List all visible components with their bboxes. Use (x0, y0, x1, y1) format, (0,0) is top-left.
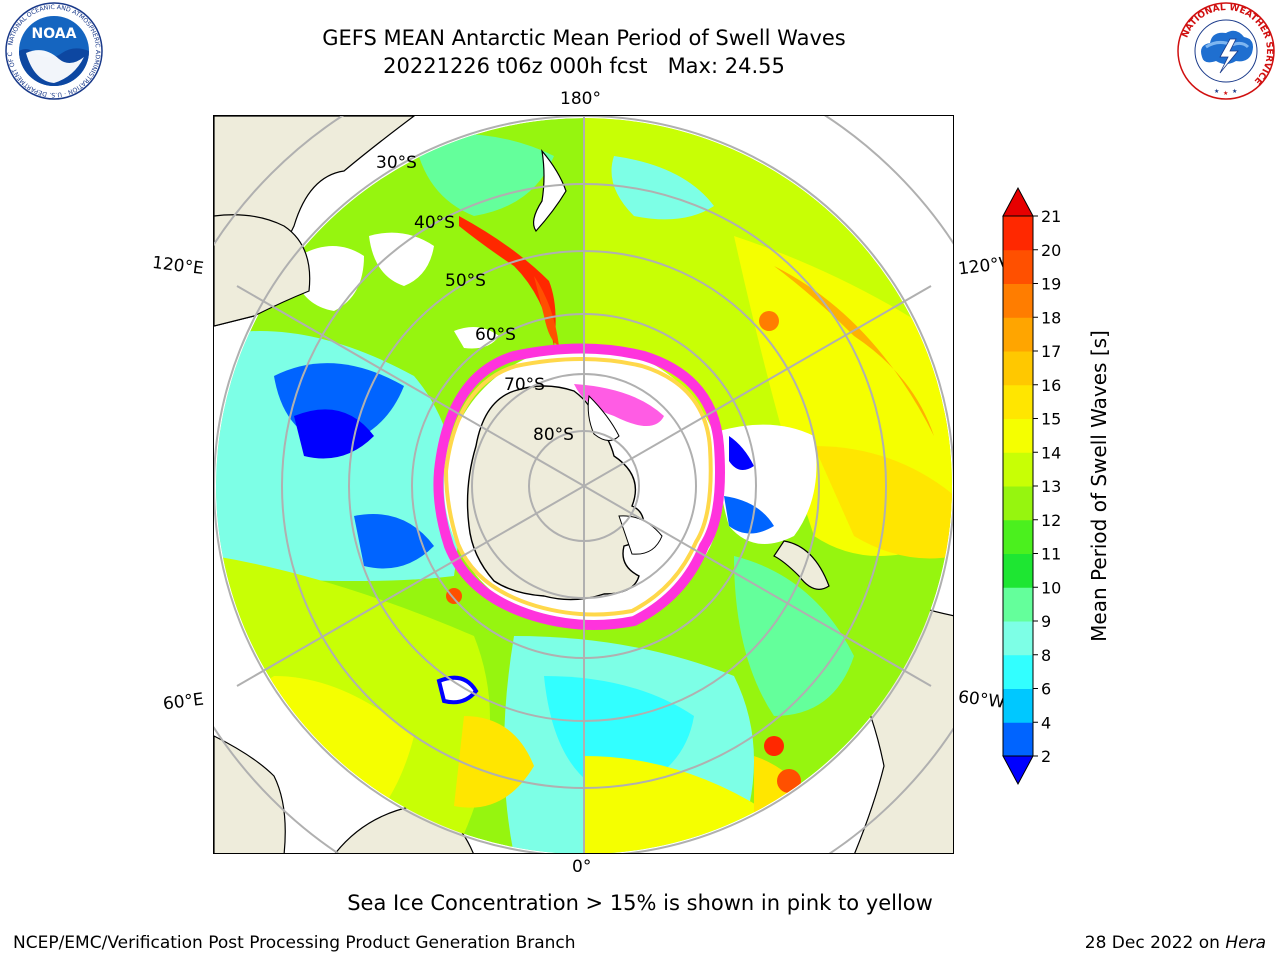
colorbar-segment (1003, 587, 1033, 622)
colorbar-tick-label: 10 (1041, 578, 1061, 597)
colorbar-tick-label: 16 (1041, 376, 1061, 395)
svg-text:★: ★ (1232, 88, 1237, 95)
colorbar-segment (1003, 654, 1033, 689)
colorbar-extend-min (1002, 755, 1034, 786)
colorbar-segment (1003, 351, 1033, 386)
lon-label-60e: 60°E (161, 689, 205, 715)
lat-label-50s: 50°S (445, 271, 486, 291)
colorbar-tick-label: 9 (1041, 612, 1051, 631)
lon-label-0: 0° (572, 857, 592, 877)
producer-credit: NCEP/EMC/Verification Post Processing Pr… (13, 933, 576, 953)
colorbar-segment (1003, 519, 1033, 554)
colorbar-extend-max (1002, 186, 1034, 217)
plot-title-line1: GEFS MEAN Antarctic Mean Period of Swell… (322, 26, 846, 50)
lat-label-60s: 60°S (475, 325, 516, 345)
colorbar-tick-label: 21 (1041, 207, 1061, 226)
colorbar-tick-label: 17 (1041, 342, 1061, 361)
noaa-wordmark: NOAA (32, 26, 77, 42)
lat-label-70s: 70°S (504, 375, 545, 395)
nws-logo: NATIONAL WEATHER SERVICE ★ ★ ★ (1176, 1, 1276, 101)
colorbar-tick-label: 20 (1041, 241, 1061, 260)
lon-label-180: 180° (560, 89, 601, 109)
colorbar-segment (1003, 249, 1033, 284)
colorbar-tick-label: 4 (1041, 713, 1051, 732)
polar-map (213, 115, 954, 854)
colorbar: 2 4 6 8 9 10 11 12 13 14 15 16 17 18 19 20 21 (995, 186, 1065, 786)
lon-label-120e: 120°E (150, 252, 205, 280)
colorbar-tick-label: 19 (1041, 275, 1061, 294)
date-credit: 28 Dec 2022 on Hera (1085, 933, 1266, 953)
colorbar-segment (1003, 384, 1033, 419)
colorbar-segment (1003, 216, 1033, 251)
colorbar-tick-label: 15 (1041, 410, 1061, 429)
colorbar-tick-label: 14 (1041, 443, 1061, 462)
colorbar-segment (1003, 418, 1033, 453)
colorbar-segment (1003, 283, 1033, 318)
colorbar-segment (1003, 553, 1033, 588)
colorbar-segment (1003, 486, 1033, 521)
colorbar-tick-label: 2 (1041, 747, 1051, 766)
colorbar-tick-label: 11 (1041, 545, 1061, 564)
date-credit-machine: Hera (1225, 933, 1266, 953)
noaa-logo: NATIONAL OCEANIC AND ATMOSPHERIC ADMINIS… (1, 0, 104, 101)
lat-label-80s: 80°S (533, 425, 574, 445)
lat-label-40s: 40°S (414, 213, 455, 233)
lat-label-30s: 30°S (376, 153, 417, 173)
svg-text:★: ★ (1223, 90, 1228, 97)
colorbar-segment (1003, 452, 1033, 487)
graticule (214, 116, 953, 853)
colorbar-tick-label: 13 (1041, 477, 1061, 496)
colorbar-tick-label: 6 (1041, 680, 1051, 699)
colorbar-tick-label: 18 (1041, 308, 1061, 327)
plot-title-line2: 20221226 t06z 000h fcst Max: 24.55 (383, 54, 785, 78)
colorbar-segment (1003, 317, 1033, 352)
colorbar-segment (1003, 722, 1033, 757)
colorbar-segment (1003, 621, 1033, 656)
date-credit-text: 28 Dec 2022 on (1084, 933, 1226, 953)
colorbar-label: Mean Period of Swell Waves [s] (1087, 330, 1111, 642)
svg-text:★: ★ (1214, 88, 1219, 95)
colorbar-segment (1003, 688, 1033, 723)
colorbar-tick-label: 12 (1041, 511, 1061, 530)
sea-ice-footnote: Sea Ice Concentration > 15% is shown in … (347, 891, 933, 915)
colorbar-tick-label: 8 (1041, 646, 1051, 665)
